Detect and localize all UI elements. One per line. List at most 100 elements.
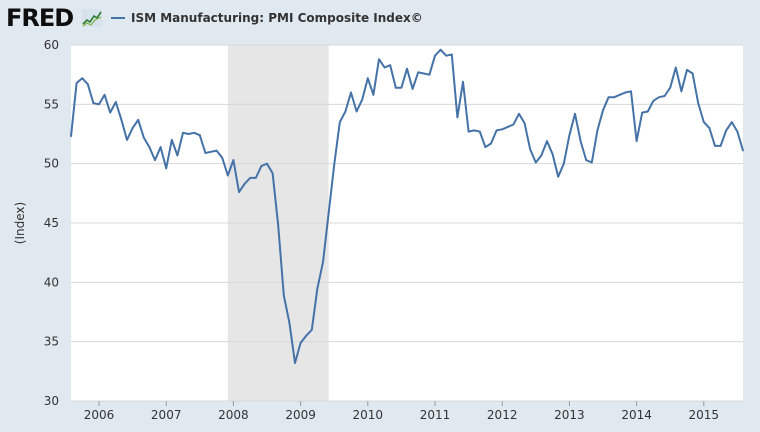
- data-point-2015-08: [742, 149, 744, 152]
- data-point-2012-06: [529, 148, 531, 151]
- data-point-2008-09: [277, 224, 280, 227]
- data-point-2011-04: [451, 53, 453, 56]
- data-point-2008-11: [288, 321, 291, 324]
- x-tick-label-2014: 2014: [621, 408, 652, 422]
- x-tick-label-2009: 2009: [285, 408, 316, 422]
- data-point-2005-10: [81, 77, 83, 80]
- data-point-2009-09: [344, 110, 347, 113]
- data-point-2009-02: [305, 334, 308, 337]
- data-point-2011-01: [434, 54, 436, 57]
- data-point-2015-03: [714, 145, 716, 147]
- data-point-2013-11: [624, 91, 627, 94]
- data-point-2013-03: [579, 140, 582, 142]
- data-point-2006-06: [126, 139, 128, 141]
- data-point-2013-12: [630, 90, 632, 93]
- data-point-2011-06: [462, 80, 464, 83]
- x-tick-label-2011: 2011: [420, 408, 451, 422]
- data-point-2008-04: [249, 177, 251, 179]
- data-point-2009-04: [316, 287, 319, 290]
- data-point-2007-08: [204, 152, 207, 154]
- data-point-2013-07: [602, 109, 604, 112]
- data-point-2005-08: [70, 135, 72, 138]
- data-point-2008-06: [260, 165, 263, 167]
- data-point-2006-07: [131, 127, 134, 129]
- legend-swatch: [111, 17, 125, 19]
- fred-logo[interactable]: FRED: [6, 4, 74, 32]
- y-axis-label: (Index): [13, 202, 27, 244]
- data-point-2009-12: [361, 98, 364, 101]
- data-point-2014-04: [652, 99, 655, 102]
- data-point-2011-07: [467, 130, 470, 133]
- data-point-2011-03: [445, 54, 448, 57]
- data-point-2006-02: [103, 94, 106, 96]
- x-tick-label-2015: 2015: [689, 408, 720, 422]
- data-point-2007-07: [199, 134, 201, 136]
- data-point-2009-06: [327, 212, 330, 215]
- data-point-2011-10: [484, 146, 487, 148]
- data-point-2014-11: [691, 72, 694, 75]
- data-point-2011-05: [456, 116, 459, 119]
- data-point-2015-05: [725, 129, 727, 132]
- data-point-2011-08: [473, 129, 476, 132]
- data-point-2005-09: [75, 82, 78, 84]
- data-point-2015-01: [703, 121, 705, 123]
- data-point-2014-01: [635, 140, 638, 142]
- x-tick-label-2012: 2012: [487, 408, 518, 422]
- x-tick-label-2008: 2008: [218, 408, 249, 422]
- data-point-2013-01: [568, 134, 571, 136]
- data-point-2015-07: [736, 130, 739, 133]
- data-point-2008-02: [238, 191, 240, 193]
- x-axis-ticks: 2006 2007 2008 2009 2010 2011 2012 2013 2014 2015: [84, 401, 719, 422]
- data-point-2006-01: [98, 103, 100, 106]
- chart-header: FRED ISM Manufacturing: PMI Composite In…: [0, 0, 760, 40]
- data-point-2014-10: [686, 69, 688, 71]
- data-point-2006-03: [109, 111, 111, 114]
- y-tick-label-30: 30: [44, 394, 59, 408]
- y-tick-label-55: 55: [44, 97, 59, 111]
- data-point-2008-01: [232, 159, 235, 161]
- data-point-2009-11: [355, 110, 358, 113]
- data-point-2014-07: [669, 86, 671, 89]
- data-point-2009-03: [311, 329, 313, 331]
- x-tick-label-2006: 2006: [84, 408, 115, 422]
- data-point-2014-06: [663, 95, 666, 97]
- data-point-2008-08: [271, 172, 274, 174]
- data-point-2006-10: [148, 146, 151, 148]
- data-point-2007-06: [193, 132, 195, 134]
- data-point-2015-04: [719, 145, 722, 147]
- data-point-2013-04: [585, 159, 587, 161]
- data-point-2007-12: [227, 174, 229, 177]
- data-point-2015-06: [731, 121, 733, 123]
- data-point-2007-10: [215, 149, 218, 152]
- data-point-2010-05: [389, 64, 392, 66]
- data-point-2006-11: [154, 159, 156, 161]
- data-point-2007-09: [210, 151, 212, 153]
- data-point-2007-01: [165, 167, 167, 170]
- data-point-2014-02: [641, 111, 643, 114]
- data-point-2011-02: [439, 48, 442, 51]
- data-point-2010-07: [400, 86, 403, 89]
- data-point-2005-12: [92, 102, 95, 104]
- data-point-2008-12: [294, 362, 296, 364]
- data-point-2012-03: [512, 123, 515, 126]
- x-tick-label-2010: 2010: [353, 408, 384, 422]
- data-point-2006-04: [115, 101, 117, 103]
- y-tick-label-40: 40: [44, 275, 59, 289]
- data-point-2007-02: [171, 139, 173, 141]
- data-point-2010-12: [428, 73, 431, 76]
- data-point-2010-01: [367, 77, 369, 80]
- y-tick-label-50: 50: [44, 157, 59, 171]
- data-point-2012-10: [551, 153, 554, 155]
- data-point-2013-08: [607, 96, 610, 99]
- data-point-2008-10: [283, 294, 285, 297]
- y-tick-label-35: 35: [44, 335, 59, 349]
- data-point-2010-10: [417, 71, 420, 74]
- data-point-2013-06: [596, 129, 599, 132]
- data-point-2013-09: [613, 96, 615, 99]
- data-point-2008-07: [266, 162, 268, 165]
- data-point-2010-09: [411, 88, 414, 90]
- data-point-2008-03: [243, 183, 246, 185]
- data-point-2010-04: [383, 66, 386, 69]
- x-tick-label-2007: 2007: [151, 408, 182, 422]
